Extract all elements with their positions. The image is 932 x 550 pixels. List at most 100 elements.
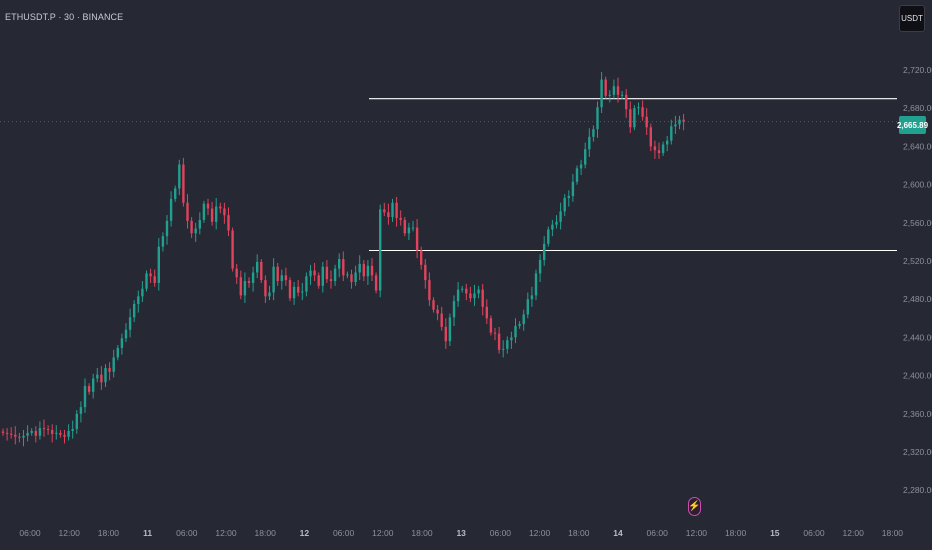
- candle-body: [305, 276, 308, 292]
- candle-body: [596, 107, 599, 130]
- candle-body: [165, 220, 169, 237]
- time-tick-label: 18:00: [411, 528, 433, 538]
- candle-body: [543, 243, 546, 261]
- candle-body: [128, 317, 132, 330]
- candle-body: [649, 127, 652, 147]
- candle-body: [71, 429, 74, 431]
- candle-body: [202, 203, 206, 220]
- candle-body: [247, 281, 251, 283]
- time-tick-label: 14: [613, 528, 623, 538]
- candle-body: [239, 277, 242, 296]
- candle-body: [235, 268, 238, 278]
- candle-body: [120, 338, 124, 348]
- candle-body: [133, 303, 136, 318]
- candle-body: [493, 332, 497, 334]
- candle-body: [571, 181, 575, 197]
- candle-body: [526, 299, 529, 315]
- candle-body: [366, 265, 370, 277]
- candle-body: [1, 431, 5, 433]
- time-tick-label: 12:00: [686, 528, 708, 538]
- lightning-icon[interactable]: ⚡: [688, 497, 701, 516]
- candle-body: [87, 386, 91, 392]
- candle-body: [506, 340, 509, 349]
- candle-body: [346, 274, 349, 276]
- candle-body: [161, 236, 165, 247]
- candle-body: [645, 116, 648, 128]
- candle-body: [444, 326, 447, 342]
- candle-body: [387, 212, 390, 218]
- candle-body: [186, 202, 189, 221]
- candle-body: [198, 219, 201, 229]
- candle-body: [30, 430, 33, 433]
- candle-body: [301, 291, 304, 293]
- time-tick-label: 12: [300, 528, 310, 538]
- candle-body: [342, 259, 345, 276]
- candle-body: [14, 434, 17, 437]
- candle-body: [633, 108, 636, 128]
- candle-body: [141, 288, 144, 297]
- candle-body: [321, 266, 324, 286]
- candle-body: [584, 149, 587, 165]
- time-tick-label: 11: [143, 528, 152, 538]
- candle-body: [637, 107, 640, 109]
- price-tick-label: 2,440.00: [903, 332, 932, 342]
- candle-body: [149, 273, 152, 277]
- candle-body: [137, 296, 140, 304]
- candle-body: [329, 279, 333, 282]
- candles: [1, 71, 685, 447]
- candle-body: [436, 309, 439, 314]
- price-tick-label: 2,720.00: [903, 65, 932, 75]
- candle-body: [219, 206, 222, 209]
- candle-body: [34, 430, 37, 436]
- candle-body: [174, 188, 177, 199]
- candle-body: [297, 286, 300, 293]
- candle-body: [243, 281, 247, 296]
- time-tick-label: 18:00: [98, 528, 120, 538]
- candle-body: [338, 259, 341, 269]
- candle-body: [383, 209, 386, 213]
- candle-body: [530, 295, 534, 300]
- candle-body: [629, 109, 632, 128]
- time-tick-label: 06:00: [19, 528, 41, 538]
- symbol-title: ETHUSDT.P · 30 · BINANCE: [5, 12, 124, 22]
- candle-body: [461, 288, 464, 290]
- candle-body: [284, 275, 288, 281]
- candle-body: [551, 224, 554, 230]
- time-tick-label: 12:00: [843, 528, 865, 538]
- candle-body: [18, 436, 21, 438]
- currency-button[interactable]: USDT: [899, 5, 925, 32]
- candle-body: [469, 293, 472, 299]
- candle-body: [477, 289, 480, 294]
- current-price-badge: 2,665.89: [897, 116, 928, 134]
- time-tick-label: 13: [456, 528, 466, 538]
- candle-body: [79, 407, 83, 414]
- time-tick-label: 15: [770, 528, 780, 538]
- candle-body: [153, 276, 156, 283]
- candle-body: [38, 428, 42, 436]
- price-tick-label: 2,360.00: [903, 409, 932, 419]
- price-tick-label: 2,560.00: [903, 218, 932, 228]
- candle-body: [567, 196, 570, 198]
- candle-body: [292, 286, 296, 299]
- candle-body: [116, 347, 119, 358]
- candle-body: [420, 250, 423, 265]
- candle-body: [280, 275, 283, 282]
- candle-body: [96, 374, 99, 379]
- candle-body: [575, 168, 579, 182]
- time-tick-label: 18:00: [725, 528, 747, 538]
- candle-body: [268, 292, 271, 297]
- candle-body: [145, 273, 148, 289]
- candle-body: [100, 374, 103, 383]
- price-tick-label: 2,600.00: [903, 180, 932, 190]
- time-tick-label: 18:00: [568, 528, 590, 538]
- candle-body: [559, 211, 562, 222]
- price-tick-label: 2,520.00: [903, 256, 932, 266]
- candle-body: [215, 206, 218, 222]
- candle-body: [620, 94, 624, 96]
- candle-body: [276, 266, 279, 282]
- candle-body: [653, 146, 657, 151]
- candle-body: [518, 324, 521, 326]
- candle-body: [370, 265, 374, 276]
- candle-body: [534, 273, 538, 296]
